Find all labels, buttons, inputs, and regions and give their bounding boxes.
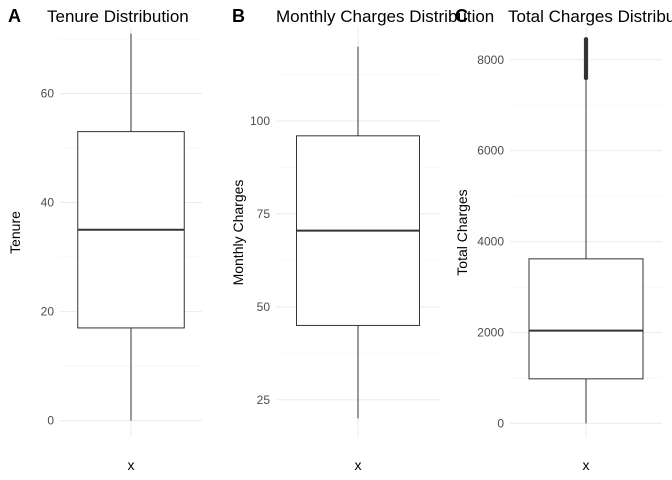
y-tick-label: 60	[41, 86, 55, 100]
iqr-box	[528, 258, 644, 380]
panel-c: 0 2000 4000 6000 8000 x Total Charges Total Cha…	[454, 6, 672, 473]
y-tick-label: 8000	[477, 53, 504, 67]
panel-tag: B	[232, 6, 245, 26]
x-tick-label: x	[128, 457, 135, 473]
y-tick-label: 100	[250, 114, 270, 128]
y-tick-label: 0	[47, 414, 54, 428]
y-axis-label: Total Charges	[454, 189, 470, 275]
y-tick-label: 4000	[477, 235, 504, 249]
panel-title: Tenure Distribution	[47, 7, 189, 26]
panel-tag: A	[8, 6, 21, 26]
panel-a: 0 20 40 60 x Tenure Tenure Distribution A	[7, 6, 202, 473]
y-tick-label: 20	[41, 305, 55, 319]
y-axis-label: Tenure	[7, 211, 23, 254]
x-tick-label: x	[355, 457, 362, 473]
y-tick-label: 6000	[477, 144, 504, 158]
y-tick-label: 75	[257, 207, 271, 221]
panel-tag: C	[455, 6, 468, 26]
panel-b: 25 50 75 100 x Monthly Charges Monthly Charges…	[230, 6, 494, 473]
panel-title: Total Charges Distribution	[508, 7, 672, 26]
y-tick-label: 2000	[477, 325, 504, 339]
y-tick-label: 25	[257, 393, 271, 407]
y-tick-label: 0	[497, 416, 504, 430]
x-tick-label: x	[583, 457, 590, 473]
y-tick-label: 40	[41, 196, 55, 210]
y-tick-label: 50	[257, 300, 271, 314]
y-axis-label: Monthly Charges	[230, 180, 246, 286]
outlier-point	[583, 37, 589, 42]
panel-title: Monthly Charges Distribution	[276, 7, 494, 26]
